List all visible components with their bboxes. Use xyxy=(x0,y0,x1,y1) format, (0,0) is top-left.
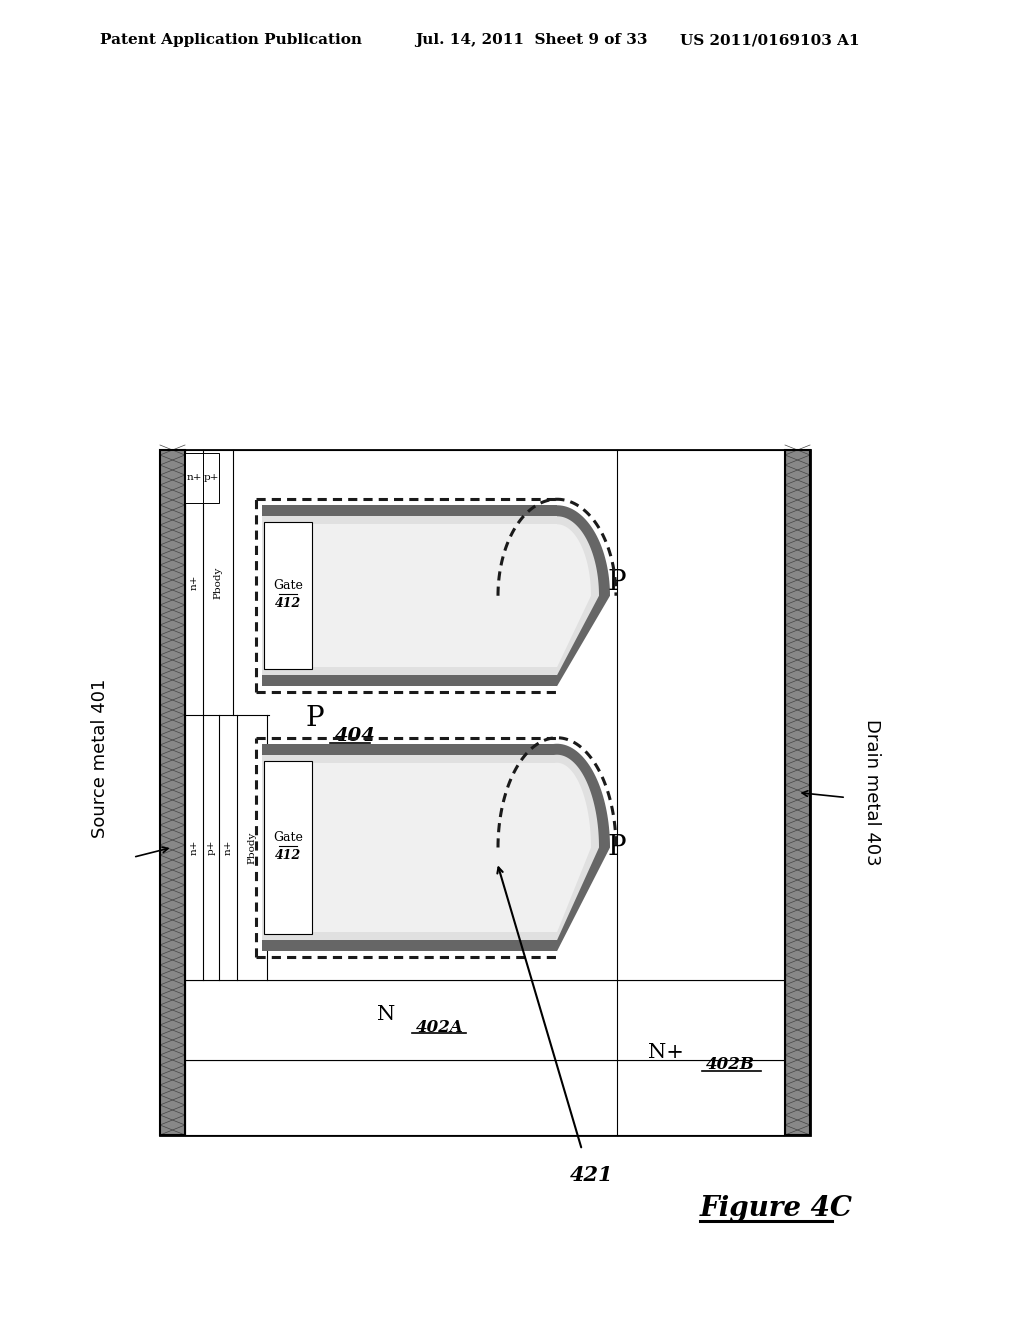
Text: 402B: 402B xyxy=(706,1056,755,1073)
Text: P: P xyxy=(306,705,325,731)
Bar xyxy=(203,453,219,503)
Text: P: P xyxy=(607,834,626,861)
Text: n+: n+ xyxy=(223,840,232,855)
Bar xyxy=(262,516,557,676)
Bar xyxy=(785,450,810,1135)
Text: Pbody: Pbody xyxy=(213,566,222,599)
Bar xyxy=(160,450,185,1135)
Text: 404: 404 xyxy=(335,727,376,746)
Text: Figure 4C: Figure 4C xyxy=(700,1195,853,1221)
Text: US 2011/0169103 A1: US 2011/0169103 A1 xyxy=(680,33,859,48)
Text: n+: n+ xyxy=(189,840,199,855)
Text: Source metal 401: Source metal 401 xyxy=(91,678,109,838)
Text: n+: n+ xyxy=(186,474,202,483)
Bar xyxy=(267,763,557,932)
Bar xyxy=(262,506,557,686)
Bar xyxy=(185,453,203,503)
Bar xyxy=(185,1060,785,1135)
Polygon shape xyxy=(504,506,610,686)
Polygon shape xyxy=(515,755,599,940)
Text: p+: p+ xyxy=(203,474,219,483)
Text: 421: 421 xyxy=(570,1166,613,1185)
Text: 412: 412 xyxy=(274,597,301,610)
Text: 412: 412 xyxy=(274,849,301,862)
Text: Patent Application Publication: Patent Application Publication xyxy=(100,33,362,48)
Text: Gate: Gate xyxy=(273,832,303,843)
Polygon shape xyxy=(515,516,599,676)
Polygon shape xyxy=(523,763,591,932)
Text: p+: p+ xyxy=(207,840,215,855)
Text: N+: N+ xyxy=(648,1043,684,1063)
Polygon shape xyxy=(523,524,591,667)
Text: 402A: 402A xyxy=(416,1019,464,1035)
Text: N: N xyxy=(377,1006,395,1024)
Bar xyxy=(185,450,785,979)
Bar xyxy=(262,755,557,940)
Text: Drain metal 403: Drain metal 403 xyxy=(863,719,881,866)
Text: n+: n+ xyxy=(189,574,199,590)
Text: P: P xyxy=(607,569,626,597)
Text: Gate: Gate xyxy=(273,579,303,593)
Bar xyxy=(264,760,312,935)
Text: Jul. 14, 2011  Sheet 9 of 33: Jul. 14, 2011 Sheet 9 of 33 xyxy=(415,33,647,48)
Bar xyxy=(160,450,810,1135)
Bar xyxy=(785,450,810,1135)
Bar xyxy=(185,979,785,1060)
Bar xyxy=(267,524,557,667)
Polygon shape xyxy=(504,743,610,952)
Bar xyxy=(262,743,557,952)
Bar xyxy=(160,450,185,1135)
Bar xyxy=(264,523,312,669)
Text: Pbody: Pbody xyxy=(248,832,256,863)
